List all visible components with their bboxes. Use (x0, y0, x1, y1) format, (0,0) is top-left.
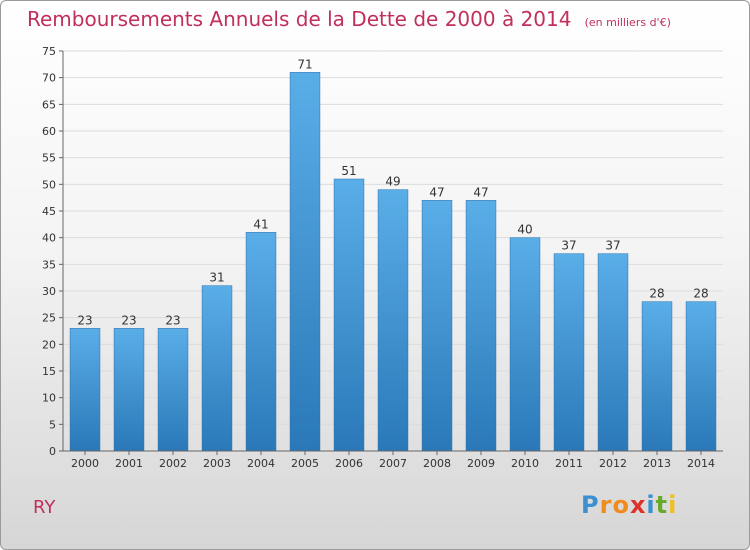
bar (289, 72, 321, 452)
logo-letter: P (581, 491, 600, 519)
x-tick-label: 2004 (247, 457, 275, 470)
proxiti-logo: Proxiti (581, 491, 677, 519)
y-tick-label: 15 (42, 365, 56, 378)
chart-title-row: Remboursements Annuels de la Dette de 20… (27, 7, 671, 31)
y-tick-label: 10 (42, 392, 56, 405)
x-tick-label: 2001 (115, 457, 143, 470)
logo-letter: i (646, 491, 656, 519)
bar-value-label: 28 (693, 287, 708, 301)
y-tick-label: 30 (42, 285, 56, 298)
bar-value-label: 23 (165, 313, 180, 327)
y-tick-label: 50 (42, 178, 56, 191)
x-tick-label: 2007 (379, 457, 407, 470)
x-tick-label: 2002 (159, 457, 187, 470)
x-tick-label: 2014 (687, 457, 715, 470)
bar (113, 328, 145, 452)
bar-value-label: 23 (121, 313, 136, 327)
y-tick-label: 70 (42, 72, 56, 85)
y-tick-label: 0 (49, 445, 56, 458)
logo-letter: r (599, 491, 613, 519)
bar (157, 328, 189, 452)
logo-letter: x (629, 491, 647, 519)
bar (245, 232, 277, 452)
logo-letter: t (655, 491, 669, 519)
x-tick-label: 2006 (335, 457, 363, 470)
chart-subtitle: (en milliers d'€) (584, 16, 671, 29)
bar (201, 285, 233, 452)
y-tick-label: 40 (42, 232, 56, 245)
x-tick-label: 2009 (467, 457, 495, 470)
bar-value-label: 51 (341, 164, 356, 178)
bar-value-label: 49 (385, 175, 400, 189)
bar-value-label: 37 (561, 239, 576, 253)
y-tick-label: 35 (42, 258, 56, 271)
bar-value-label: 47 (473, 185, 488, 199)
bar (69, 328, 101, 452)
y-tick-label: 25 (42, 312, 56, 325)
commune-name: RY (33, 497, 56, 518)
bar (333, 178, 365, 452)
y-tick-label: 75 (42, 45, 56, 58)
logo-letter: o (612, 491, 630, 519)
x-tick-label: 2000 (71, 457, 99, 470)
chart-title: Remboursements Annuels de la Dette de 20… (27, 7, 572, 31)
bar (421, 200, 453, 452)
bar-value-label: 41 (253, 217, 268, 231)
bar (377, 189, 409, 452)
bar-value-label: 40 (517, 223, 532, 237)
bar-value-label: 37 (605, 239, 620, 253)
bar-value-label: 71 (297, 57, 312, 71)
bar (509, 237, 541, 452)
y-tick-label: 65 (42, 98, 56, 111)
x-tick-label: 2005 (291, 457, 319, 470)
bar (685, 301, 717, 452)
bar (465, 200, 497, 452)
x-tick-label: 2003 (203, 457, 231, 470)
bar (553, 253, 585, 452)
bar-value-label: 31 (209, 271, 224, 285)
x-tick-label: 2013 (643, 457, 671, 470)
bar-value-label: 47 (429, 185, 444, 199)
bar (597, 253, 629, 452)
y-tick-label: 20 (42, 338, 56, 351)
bar-value-label: 23 (77, 313, 92, 327)
y-tick-label: 55 (42, 152, 56, 165)
x-tick-label: 2011 (555, 457, 583, 470)
y-tick-label: 60 (42, 125, 56, 138)
bar (641, 301, 673, 452)
x-tick-label: 2008 (423, 457, 451, 470)
x-tick-label: 2010 (511, 457, 539, 470)
y-tick-label: 45 (42, 205, 56, 218)
bar-value-label: 28 (649, 287, 664, 301)
logo-letter: i (668, 491, 678, 519)
x-tick-label: 2012 (599, 457, 627, 470)
y-tick-label: 5 (49, 418, 56, 431)
